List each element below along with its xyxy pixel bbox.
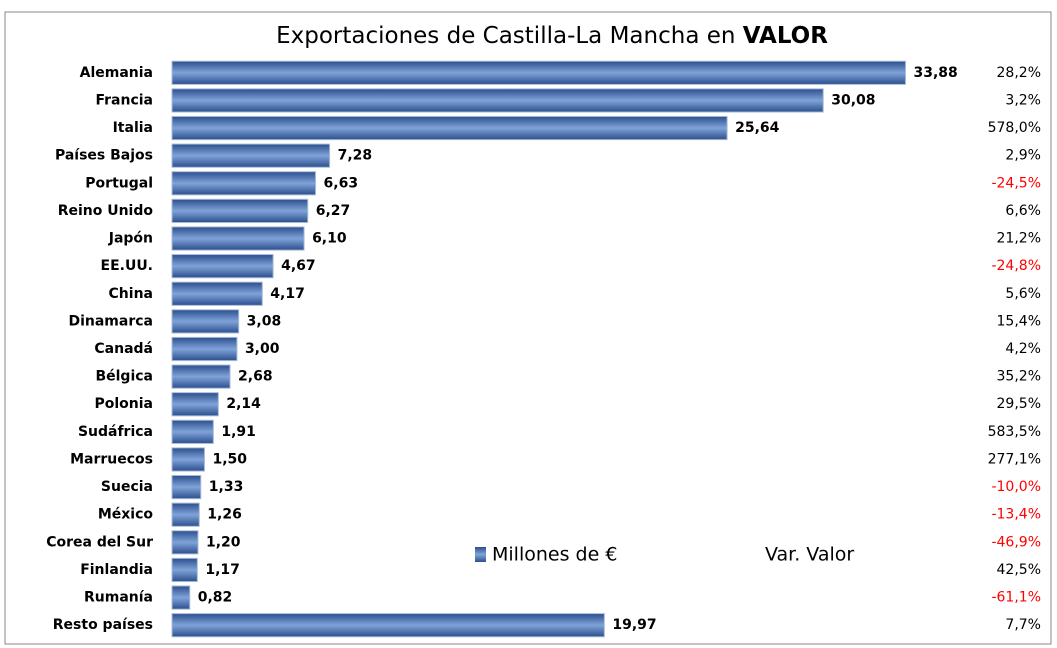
data-label: 1,33: [209, 479, 244, 495]
data-label: 3,00: [245, 341, 280, 357]
bar: [171, 226, 305, 251]
y-tick-label: Polonia: [94, 396, 153, 412]
var-label: 21,2%: [997, 231, 1041, 247]
data-label: 1,91: [221, 424, 256, 440]
y-tick-label: Italia: [113, 120, 153, 136]
data-label: 4,17: [270, 286, 305, 302]
y-tick-label: Japón: [108, 231, 153, 247]
y-tick-label: EE.UU.: [101, 258, 154, 274]
var-label: 277,1%: [988, 451, 1041, 467]
y-tick-label: Resto países: [53, 617, 153, 633]
var-label: 578,0%: [988, 120, 1041, 136]
bar: [171, 447, 205, 472]
legend-swatch: [475, 547, 486, 562]
data-label: 1,50: [212, 451, 247, 467]
y-tick-label: Dinamarca: [68, 313, 153, 329]
data-label: 6,63: [324, 175, 359, 191]
data-label: 19,97: [612, 617, 656, 633]
bar: [171, 502, 200, 527]
bar: [171, 585, 191, 610]
y-tick-label: Marruecos: [70, 451, 153, 467]
legend-entry: Millones de €: [492, 544, 617, 566]
var-label: 4,2%: [1005, 341, 1041, 357]
data-label: 25,64: [735, 120, 780, 136]
data-label: 2,68: [238, 369, 273, 385]
y-tick-label: Francia: [95, 92, 153, 108]
bar: [171, 198, 309, 224]
var-label: -24,8%: [991, 258, 1041, 274]
bar: [171, 557, 198, 583]
y-tick-label: Bélgica: [95, 369, 153, 385]
data-label: 7,28: [338, 148, 373, 164]
y-tick-label: China: [109, 286, 153, 302]
bar: [171, 364, 231, 389]
y-tick-label: Finlandia: [80, 562, 153, 578]
var-label: -13,4%: [991, 507, 1041, 523]
var-label: 42,5%: [997, 562, 1041, 578]
data-label: 6,10: [312, 231, 347, 247]
data-label: 4,67: [281, 258, 316, 274]
data-label: 1,26: [207, 507, 242, 523]
var-label: -61,1%: [991, 590, 1041, 606]
y-tick-label: Alemania: [80, 65, 153, 81]
y-tick-label: Reino Unido: [58, 203, 154, 219]
bar: [171, 281, 263, 306]
bar: [171, 530, 199, 555]
data-label: 0,82: [198, 590, 233, 606]
bar: [171, 613, 605, 638]
var-label: 28,2%: [997, 65, 1041, 81]
var-label: -24,5%: [991, 175, 1041, 191]
y-tick-label: Canadá: [94, 341, 153, 357]
var-label: 2,9%: [1005, 148, 1041, 164]
legend-entry: Var. Valor: [765, 544, 854, 566]
data-label: 3,08: [247, 313, 282, 329]
bar: [171, 115, 728, 141]
data-label: 6,27: [316, 203, 351, 219]
var-label: 6,6%: [1005, 203, 1041, 219]
var-label: 3,2%: [1005, 92, 1041, 108]
y-tick-label: Rumanía: [84, 590, 153, 606]
bar: [171, 419, 214, 444]
var-label: 5,6%: [1005, 286, 1041, 302]
data-label: 1,17: [205, 562, 240, 578]
var-label: 583,5%: [988, 424, 1041, 440]
bar: [171, 392, 219, 417]
var-label: -10,0%: [991, 479, 1041, 495]
y-tick-label: Suecia: [101, 479, 153, 495]
var-label: 7,7%: [1005, 617, 1041, 633]
y-tick-label: México: [98, 507, 154, 523]
bar: [171, 336, 238, 362]
bar: [171, 254, 274, 279]
data-label: 2,14: [226, 396, 261, 412]
bar: [171, 88, 824, 113]
bar: [171, 143, 331, 168]
data-label: 1,20: [206, 534, 241, 550]
var-label: 15,4%: [997, 313, 1041, 329]
y-tick-label: Países Bajos: [55, 148, 153, 164]
y-tick-label: Corea del Sur: [46, 534, 153, 550]
bar: [171, 60, 907, 85]
data-label: 30,08: [831, 92, 875, 108]
data-label: 33,88: [914, 65, 958, 81]
bar: [171, 309, 240, 334]
bar: [171, 474, 202, 500]
chart-title: Exportaciones de Castilla-La Mancha en V…: [276, 23, 828, 49]
bar: [171, 171, 317, 196]
var-label: 35,2%: [997, 369, 1041, 385]
var-label: -46,9%: [991, 534, 1041, 550]
y-tick-label: Portugal: [85, 175, 153, 191]
y-tick-label: Sudáfrica: [78, 424, 153, 440]
var-label: 29,5%: [997, 396, 1041, 412]
